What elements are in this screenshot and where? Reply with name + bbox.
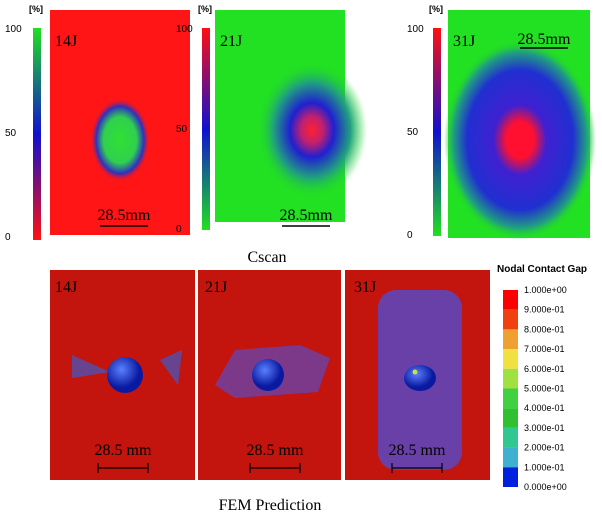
legend-label: 6.000e-01: [524, 364, 565, 374]
unit-label: [%]: [198, 4, 212, 14]
legend-band: [503, 349, 518, 369]
damage-area: [444, 40, 596, 240]
colorbar: [33, 28, 41, 240]
legend-label: 4.000e-01: [524, 403, 565, 413]
colorbar-tick-label: 0: [407, 230, 413, 241]
legend-label: 0.000e+00: [524, 482, 567, 492]
legend-colorbar: [503, 290, 518, 487]
legend-band: [503, 290, 518, 310]
legend-label: 1.000e-01: [524, 462, 565, 472]
legend-title: Nodal Contact Gap: [497, 264, 587, 275]
colorbar-tick-label: 0: [5, 232, 11, 243]
contact-area: [72, 350, 182, 385]
panel-label: 21J: [205, 279, 227, 296]
colorbar-tick-label: 50: [5, 128, 17, 139]
scale-label: 28.5 mm: [247, 442, 304, 459]
colorbar-tick-label: 0: [176, 224, 182, 235]
legend-label: 9.000e-01: [524, 305, 565, 315]
legend-label: 2.000e-01: [524, 443, 565, 453]
panel-label: 14J: [55, 33, 77, 50]
scale-label: 28.5 mm: [95, 442, 152, 459]
contact-sphere: [252, 359, 284, 391]
legend-band: [503, 309, 518, 330]
scale-label: 28.5 mm: [389, 442, 446, 459]
scale-bar: [97, 463, 149, 473]
caption: Cscan: [247, 249, 286, 266]
legend-label: 1.000e+00: [524, 285, 567, 295]
unit-label: [%]: [29, 4, 43, 14]
legend-label: 3.000e-01: [524, 423, 565, 433]
colorbar-tick-label: 50: [407, 127, 419, 138]
panel-label: 14J: [55, 279, 77, 296]
damage-area: [257, 62, 367, 198]
legend-band: [503, 427, 518, 448]
colorbar-tick-label: 100: [176, 24, 193, 35]
colorbar-tick-label: 100: [5, 24, 22, 35]
panel-label: 21J: [220, 33, 242, 50]
legend-band: [503, 408, 518, 428]
unit-label: [%]: [429, 4, 443, 14]
contact-sphere: [404, 365, 436, 391]
legend-band: [503, 388, 518, 409]
panel-label: 31J: [354, 279, 376, 296]
legend-band: [503, 467, 518, 487]
damage-area: [90, 98, 150, 182]
legend-label: 8.000e-01: [524, 324, 565, 334]
scale-label: 28.5mm: [98, 207, 151, 224]
legend-band: [503, 447, 518, 468]
colorbar: [202, 28, 210, 230]
legend-label: 7.000e-01: [524, 344, 565, 354]
scale-label: 28.5mm: [280, 207, 333, 224]
colorbar-tick-label: 50: [176, 124, 188, 135]
legend-band: [503, 329, 518, 350]
contact-sphere: [107, 357, 143, 393]
caption: FEM Prediction: [219, 497, 322, 514]
legend-band: [503, 368, 518, 389]
contact-spot: [412, 369, 418, 375]
colorbar-tick-label: 100: [407, 24, 424, 35]
legend-label: 5.000e-01: [524, 384, 565, 394]
scale-bar: [249, 463, 301, 473]
scale-label: 28.5mm: [518, 31, 571, 48]
scale-bar: [391, 463, 443, 473]
colorbar: [433, 28, 441, 236]
panel-label: 31J: [453, 33, 475, 50]
